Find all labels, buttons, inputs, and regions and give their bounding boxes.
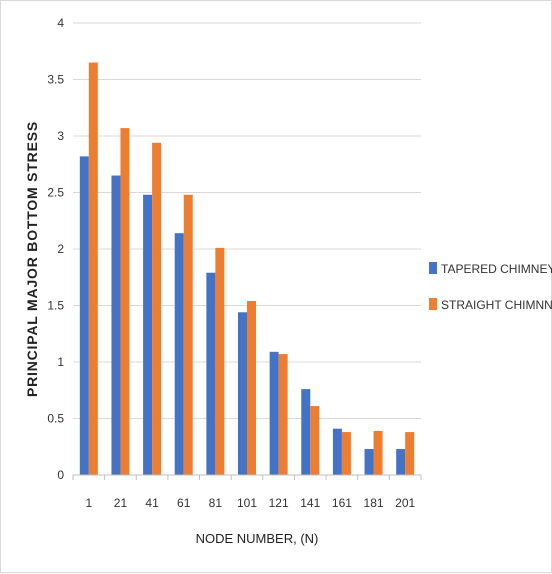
x-tick-label: 1 (85, 496, 92, 510)
y-tick-label: 0 (57, 468, 64, 482)
bar-straight-chimney (88, 62, 98, 476)
bar-straight-chimney (310, 406, 320, 475)
bar-tapered-chimney (174, 233, 184, 475)
x-axis (72, 474, 422, 480)
x-tick-label: 41 (145, 496, 159, 510)
x-tick-label: 81 (209, 496, 223, 510)
bar-tapered-chimney (396, 449, 406, 475)
bar-straight-chimney (152, 142, 162, 475)
legend: TAPERED CHIMNEY STRAIGHT CHIMNNEY (429, 262, 552, 312)
bar-straight-chimney (405, 432, 415, 475)
y-tick-label: 2 (57, 242, 64, 256)
y-tick-label: 1.5 (47, 299, 64, 313)
bar-straight-chimney (183, 194, 193, 475)
bar-straight-chimney (341, 432, 351, 475)
y-tick-label: 1 (57, 355, 64, 369)
x-axis-ticks: 1 21 41 61 81 101 121 141 161 181 201 (85, 496, 415, 510)
x-tick-label: 161 (332, 496, 352, 510)
x-tick-label: 141 (300, 496, 320, 510)
legend-swatch-straight (429, 298, 437, 310)
y-tick-label: 3.5 (47, 73, 64, 87)
x-tick-label: 201 (395, 496, 415, 510)
bar-tapered-chimney (364, 449, 374, 475)
bar-straight-chimney (120, 128, 130, 475)
bar-tapered-chimney (143, 194, 153, 475)
y-axis-title: PRINCIPAL MAJOR BOTTOM STRESS (24, 121, 40, 397)
y-tick-label: 0.5 (47, 412, 64, 426)
bar-tapered-chimney (238, 312, 247, 475)
y-axis-ticks: 0 0.5 1 1.5 2 2.5 3 3.5 4 (47, 16, 64, 482)
bar-tapered-chimney (79, 156, 89, 475)
y-tick-label: 4 (57, 16, 64, 30)
bar-tapered-chimney (332, 428, 342, 475)
x-tick-label: 121 (269, 496, 289, 510)
bar-straight-chimney (247, 300, 256, 475)
y-tick-label: 2.5 (47, 186, 64, 200)
legend-swatch-tapered (429, 262, 437, 274)
bars (79, 62, 415, 476)
legend-label-straight: STRAIGHT CHIMNNEY (441, 298, 552, 312)
x-tick-label: 21 (114, 496, 128, 510)
y-tick-label: 3 (57, 129, 64, 143)
bar-tapered-chimney (301, 389, 311, 475)
bar-straight-chimney (373, 430, 383, 475)
x-tick-label: 181 (364, 496, 384, 510)
bar-tapered-chimney (111, 175, 121, 476)
x-tick-label: 61 (177, 496, 191, 510)
bar-tapered-chimney (269, 351, 279, 475)
bar-tapered-chimney (206, 272, 216, 475)
x-axis-title: NODE NUMBER, (N) (196, 531, 319, 546)
x-tick-label: 101 (237, 496, 257, 510)
legend-label-tapered: TAPERED CHIMNEY (441, 262, 552, 276)
bar-straight-chimney (278, 354, 288, 475)
bar-straight-chimney (215, 247, 225, 475)
